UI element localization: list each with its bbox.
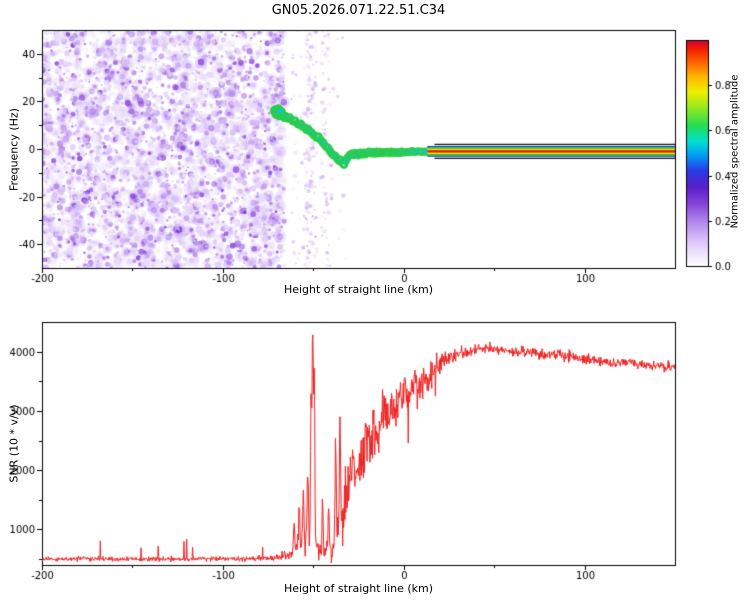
snr-ylabel: SNR (10 * v/v) xyxy=(7,404,21,483)
figure-title: GN05.2026.071.22.51.C34 xyxy=(271,3,446,18)
spectrogram-ylabel: Frequency (Hz) xyxy=(7,108,21,191)
spectrogram-xlabel: Height of straight line (km) xyxy=(283,283,434,296)
snr-xlabel: Height of straight line (km) xyxy=(283,582,434,595)
colorbar-label: Normalized spectral amplitude xyxy=(729,74,741,229)
